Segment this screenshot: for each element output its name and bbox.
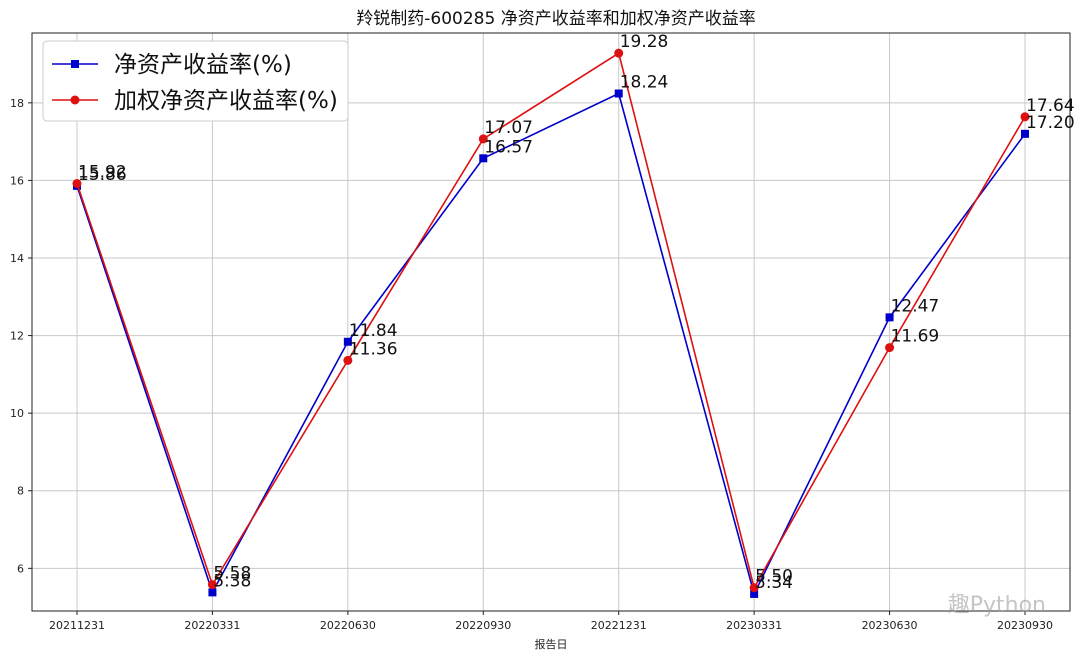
y-tick-label: 12 <box>10 330 24 343</box>
data-point <box>343 355 353 365</box>
data-label: 11.36 <box>349 339 398 359</box>
data-label: 17.20 <box>1026 113 1075 133</box>
data-point <box>343 337 352 346</box>
y-tick-label: 6 <box>17 562 24 575</box>
y-tick-label: 14 <box>10 252 24 265</box>
x-tick-label: 20220930 <box>455 619 511 632</box>
data-label: 16.57 <box>484 137 533 157</box>
data-label: 17.07 <box>484 118 533 138</box>
y-tick-label: 18 <box>10 97 24 110</box>
x-tick-label: 20220331 <box>184 619 240 632</box>
series-2 <box>72 48 1030 593</box>
data-point <box>749 583 759 593</box>
data-point <box>72 179 82 189</box>
data-point <box>1020 112 1030 122</box>
data-point <box>750 589 759 598</box>
data-label: 5.34 <box>755 573 793 593</box>
data-point <box>614 89 623 98</box>
series-layer <box>72 48 1030 598</box>
axis-ticks: 20211231 20220331 20220630 20220930 20221231… <box>10 97 1053 632</box>
data-point <box>479 154 488 163</box>
plot-frame <box>31 32 1071 612</box>
data-label: 5.38 <box>213 571 251 591</box>
data-point <box>207 580 217 590</box>
x-tick-label: 20211231 <box>49 619 105 632</box>
y-tick-label: 16 <box>10 174 24 187</box>
data-label: 19.28 <box>620 32 669 52</box>
data-label: 11.69 <box>891 327 940 347</box>
data-point <box>208 588 217 597</box>
data-point <box>1021 129 1029 138</box>
data-point <box>885 313 894 322</box>
series-1 <box>73 89 1029 598</box>
data-label: 15.86 <box>78 165 127 185</box>
y-tick-label: 8 <box>17 485 24 498</box>
x-tick-label: 20230331 <box>726 619 782 632</box>
data-label: 17.64 <box>1026 96 1075 116</box>
data-labels: 15.86 5.38 11.84 16.57 18.24 5.34 12.47 17.20 15… <box>78 32 1075 593</box>
data-label: 15.92 <box>78 163 127 183</box>
series-line <box>76 51 1026 590</box>
data-label: 18.24 <box>620 73 669 93</box>
data-label: 5.50 <box>755 567 793 587</box>
legend-box <box>42 40 349 122</box>
data-point <box>885 343 895 353</box>
x-tick-label: 20230930 <box>997 619 1053 632</box>
data-label: 11.84 <box>349 321 398 341</box>
data-label: 12.47 <box>891 296 940 316</box>
data-point <box>478 134 488 144</box>
legend-label: 加权净资产收益率(%) <box>114 88 338 114</box>
data-point <box>614 48 624 58</box>
legend-marker <box>71 60 79 68</box>
grid <box>32 33 1070 611</box>
data-label: 5.58 <box>213 564 251 584</box>
legend-label: 净资产收益率(%) <box>114 52 292 78</box>
x-tick-label: 20221231 <box>591 619 647 632</box>
x-axis-title: 报告日 <box>535 637 568 651</box>
watermark: 趣Python <box>947 593 1046 618</box>
legend: 净资产收益率(%) 加权净资产收益率(%) <box>42 40 349 122</box>
y-tick-label: 10 <box>10 407 24 420</box>
x-tick-label: 20230630 <box>862 619 918 632</box>
x-tick-label: 20220630 <box>320 619 376 632</box>
legend-marker <box>70 95 80 105</box>
series-line <box>76 92 1026 597</box>
chart-title: 羚锐制药-600285 净资产收益率和加权净资产收益率 <box>356 9 755 29</box>
